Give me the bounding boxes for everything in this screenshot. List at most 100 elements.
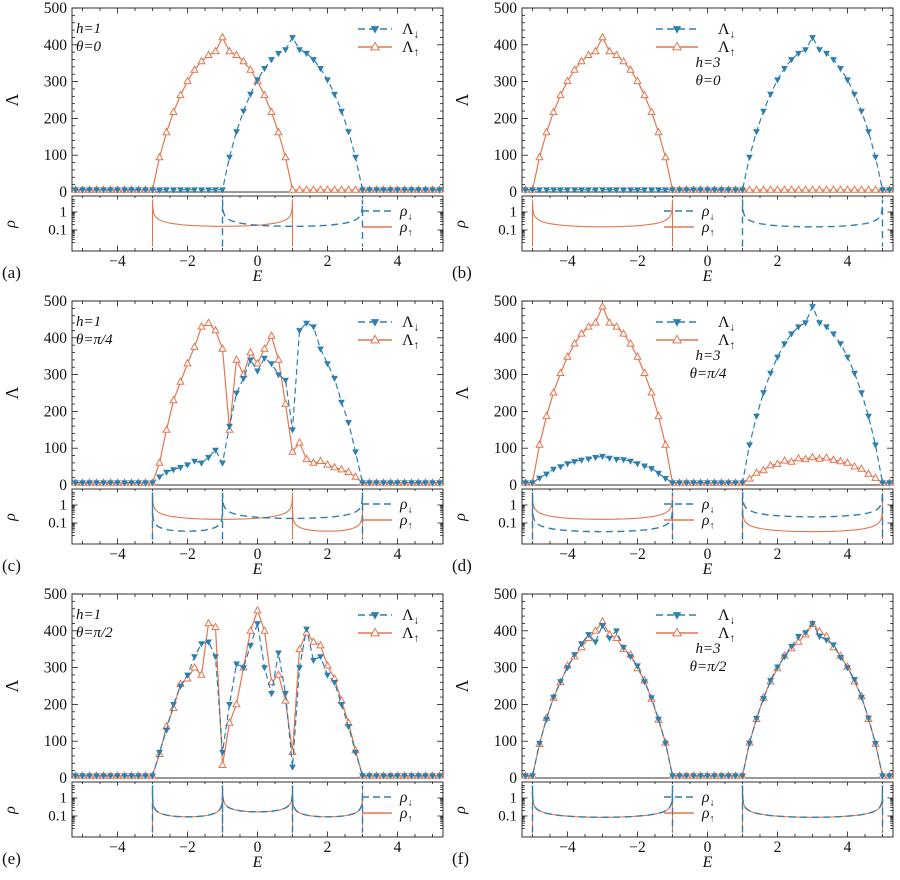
svg-text:ρ↓: ρ↓ bbox=[399, 496, 412, 516]
svg-text:Λ↓: Λ↓ bbox=[402, 607, 419, 627]
svg-text:100: 100 bbox=[44, 147, 68, 164]
svg-text:0: 0 bbox=[59, 477, 67, 494]
svg-text:ρ↑: ρ↑ bbox=[399, 805, 412, 825]
svg-text:100: 100 bbox=[44, 733, 68, 750]
svg-text:E: E bbox=[702, 561, 713, 578]
svg-text:4: 4 bbox=[394, 546, 402, 563]
svg-text:h=1: h=1 bbox=[76, 314, 101, 330]
svg-text:300: 300 bbox=[44, 367, 68, 384]
svg-text:100: 100 bbox=[44, 440, 68, 457]
svg-text:0.1: 0.1 bbox=[48, 516, 67, 532]
svg-text:−4: −4 bbox=[109, 839, 126, 856]
svg-text:0: 0 bbox=[509, 770, 517, 787]
svg-text:2: 2 bbox=[324, 546, 332, 563]
panel-b-letter: (b) bbox=[452, 263, 472, 282]
svg-text:200: 200 bbox=[44, 403, 68, 420]
svg-text:0.1: 0.1 bbox=[498, 809, 517, 825]
svg-text:ρ: ρ bbox=[2, 806, 19, 815]
panel-f-chart: 0 100 200 300 400 500 −4 −2 0 2 4 1 0.1 Λρ E Λ↓Λ↑h=3 θ=π… bbox=[452, 586, 894, 871]
svg-text:ρ: ρ bbox=[2, 220, 19, 229]
svg-text:500: 500 bbox=[494, 586, 518, 603]
svg-text:400: 400 bbox=[44, 330, 68, 347]
svg-text:1: 1 bbox=[60, 205, 68, 221]
svg-text:ρ↓: ρ↓ bbox=[701, 203, 714, 223]
panel-a-chart: 0 100 200 300 400 500 −4 −2 0 2 4 1 0.1 Λρ E Λ↓Λ↑ h=1 θ=0… bbox=[2, 0, 444, 285]
svg-text:4: 4 bbox=[844, 546, 852, 563]
svg-text:Λ↑: Λ↑ bbox=[402, 625, 419, 645]
svg-text:1: 1 bbox=[60, 791, 68, 807]
svg-text:4: 4 bbox=[394, 839, 402, 856]
svg-text:0.1: 0.1 bbox=[498, 516, 517, 532]
svg-text:2: 2 bbox=[324, 253, 332, 270]
svg-text:ρ: ρ bbox=[452, 220, 469, 229]
svg-text:0: 0 bbox=[704, 839, 712, 856]
svg-text:θ=0: θ=0 bbox=[696, 73, 721, 89]
svg-text:E: E bbox=[702, 268, 713, 285]
svg-text:−2: −2 bbox=[629, 839, 646, 856]
panel-e-letter: (e) bbox=[2, 849, 21, 868]
svg-text:Λ↑: Λ↑ bbox=[718, 332, 735, 352]
svg-text:4: 4 bbox=[394, 253, 402, 270]
svg-text:0.1: 0.1 bbox=[48, 223, 67, 239]
svg-text:Λ↑: Λ↑ bbox=[402, 332, 419, 352]
svg-text:−2: −2 bbox=[179, 546, 196, 563]
svg-text:θ=0: θ=0 bbox=[76, 39, 101, 55]
svg-text:500: 500 bbox=[44, 0, 68, 17]
svg-text:−2: −2 bbox=[629, 546, 646, 563]
svg-text:−4: −4 bbox=[559, 253, 576, 270]
svg-text:0.1: 0.1 bbox=[498, 223, 517, 239]
svg-text:h=3: h=3 bbox=[695, 348, 720, 364]
svg-text:Λ↓: Λ↓ bbox=[718, 314, 735, 334]
svg-text:−2: −2 bbox=[179, 839, 196, 856]
svg-text:θ=π/2: θ=π/2 bbox=[76, 625, 113, 641]
panel-a-letter: (a) bbox=[2, 263, 21, 282]
svg-text:θ=π/4: θ=π/4 bbox=[76, 332, 113, 348]
svg-text:2: 2 bbox=[324, 839, 332, 856]
svg-text:θ=π/2: θ=π/2 bbox=[690, 659, 727, 675]
svg-text:300: 300 bbox=[494, 660, 518, 677]
svg-text:−4: −4 bbox=[559, 546, 576, 563]
svg-text:0: 0 bbox=[704, 253, 712, 270]
svg-text:ρ: ρ bbox=[452, 806, 469, 815]
svg-text:θ=π/4: θ=π/4 bbox=[690, 366, 727, 382]
svg-text:Λ↓: Λ↓ bbox=[718, 607, 735, 627]
svg-text:0: 0 bbox=[59, 184, 67, 201]
svg-text:2: 2 bbox=[774, 546, 782, 563]
svg-text:E: E bbox=[252, 561, 263, 578]
svg-text:0: 0 bbox=[509, 184, 517, 201]
svg-text:Λ: Λ bbox=[452, 93, 472, 106]
svg-text:h=1: h=1 bbox=[76, 607, 101, 623]
svg-text:−2: −2 bbox=[179, 253, 196, 270]
svg-text:2: 2 bbox=[774, 253, 782, 270]
svg-text:0.1: 0.1 bbox=[48, 809, 67, 825]
svg-text:400: 400 bbox=[494, 623, 518, 640]
panel-d-chart: 0 100 200 300 400 500 −4 −2 0 2 4 1 0.1 Λρ E Λ↓Λ↑h=3 θ=π… bbox=[452, 293, 894, 578]
svg-text:ρ↑: ρ↑ bbox=[399, 512, 412, 532]
svg-text:Λ↑: Λ↑ bbox=[402, 39, 419, 59]
svg-text:200: 200 bbox=[494, 696, 518, 713]
svg-text:200: 200 bbox=[494, 110, 518, 127]
svg-text:0: 0 bbox=[254, 253, 262, 270]
svg-text:500: 500 bbox=[44, 293, 68, 310]
svg-text:ρ↓: ρ↓ bbox=[399, 789, 412, 809]
panel-f-letter: (f) bbox=[452, 849, 469, 868]
svg-text:−2: −2 bbox=[629, 253, 646, 270]
svg-text:E: E bbox=[252, 854, 263, 871]
svg-text:Λ↑: Λ↑ bbox=[718, 39, 735, 59]
svg-text:h=3: h=3 bbox=[695, 641, 720, 657]
svg-text:Λ: Λ bbox=[2, 386, 22, 399]
svg-text:−4: −4 bbox=[559, 839, 576, 856]
svg-text:h=1: h=1 bbox=[76, 21, 101, 37]
svg-text:Λ: Λ bbox=[2, 93, 22, 106]
panel-c-letter: (c) bbox=[2, 556, 21, 575]
svg-text:ρ↓: ρ↓ bbox=[399, 203, 412, 223]
svg-text:Λ↓: Λ↓ bbox=[718, 21, 735, 41]
svg-text:400: 400 bbox=[494, 37, 518, 54]
svg-text:ρ↑: ρ↑ bbox=[701, 219, 714, 239]
